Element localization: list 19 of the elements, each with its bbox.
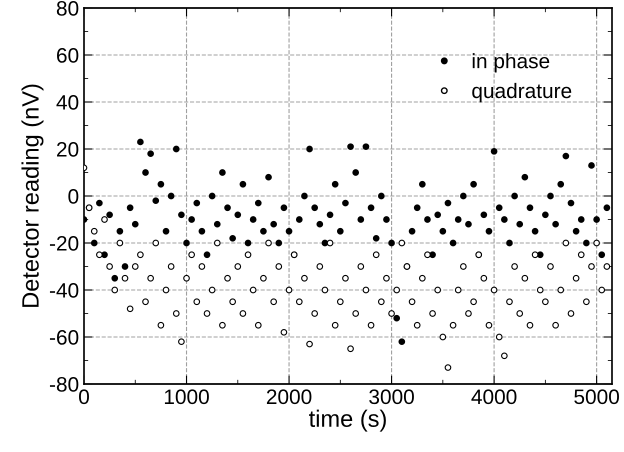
x-tick-label: 5000	[574, 389, 619, 404]
x-tick-label: 1000	[164, 389, 209, 404]
x-tick-label: 4000	[471, 389, 516, 404]
legend-label: quadrature	[472, 82, 572, 102]
y-tick-label: -60	[50, 330, 78, 345]
y-tick-label: -40	[50, 283, 78, 298]
y-tick-label: -80	[50, 377, 78, 392]
x-tick-label: 3000	[369, 389, 414, 404]
x-tick-label: 2000	[266, 389, 312, 404]
x-axis-title: time (s)	[309, 410, 386, 432]
y-axis-title: Detector reading (nV)	[21, 84, 44, 307]
y-tick-label: 80	[56, 1, 78, 16]
legend-label: in phase	[472, 53, 550, 72]
y-tick-label: 60	[57, 48, 78, 63]
y-tick-label: 20	[57, 142, 78, 157]
y-tick-label: -20	[50, 236, 78, 251]
y-tick-label: 0	[68, 189, 78, 204]
x-tick-label: 0	[79, 389, 89, 404]
y-tick-label: 40	[56, 95, 78, 110]
